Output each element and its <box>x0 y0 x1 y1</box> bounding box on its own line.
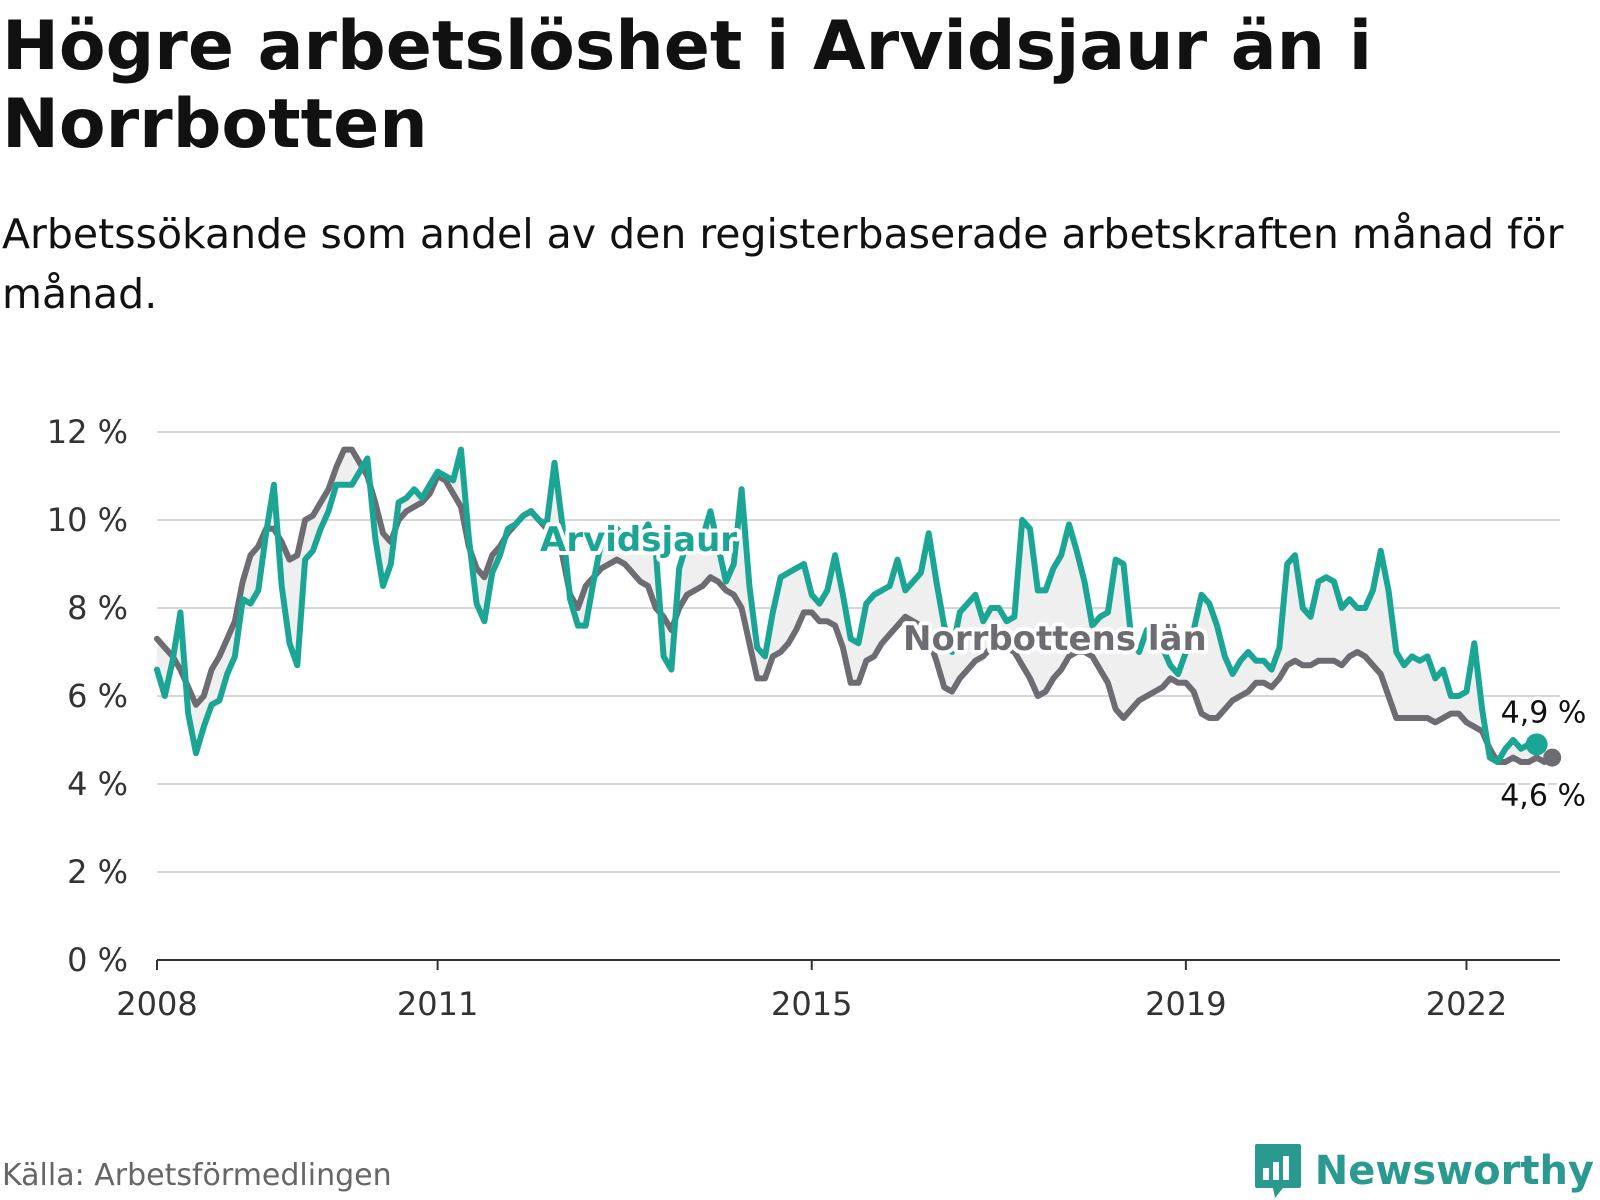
bar-chart-speech-bubble-icon <box>1254 1144 1301 1198</box>
arvidsjaur-line <box>154 446 1540 765</box>
y-tick-label: 4 % <box>67 765 128 803</box>
arvidsjaur-series-label: Arvidsjaur <box>540 520 737 560</box>
x-tick-label: 2019 <box>1145 985 1226 1023</box>
norrbotten-end-value-label: 4,6 % <box>1500 779 1586 814</box>
y-axis-tick-labels: 0 % 2 % 4 % 6 % 8 % 10 % 12 % <box>47 413 128 979</box>
y-tick-label: 8 % <box>67 589 128 627</box>
norrbotten-end-dot <box>1543 748 1562 767</box>
arvidsjaur-end-dot <box>1525 733 1548 756</box>
source-note: Källa: Arbetsförmedlingen <box>2 1158 392 1193</box>
y-tick-label: 10 % <box>47 501 128 539</box>
norrbotten-series-label: Norrbottens län <box>903 619 1207 659</box>
line-chart: 0 % 2 % 4 % 6 % 8 % 10 % 12 % 2008 2011 2015 2019… <box>47 413 1590 1023</box>
y-tick-label: 0 % <box>67 941 128 979</box>
chart-subtitle: Arbetssökande som andel av den registerb… <box>2 210 1564 318</box>
x-tick-label: 2011 <box>397 985 478 1023</box>
y-tick-label: 2 % <box>67 853 128 891</box>
brand-logo-group: Newsworthy <box>1253 1142 1594 1200</box>
brand-name: Newsworthy <box>1314 1148 1594 1194</box>
y-tick-label: 6 % <box>67 677 128 715</box>
x-axis: 2008 2011 2015 2019 2022 <box>116 960 1507 1023</box>
grid-lines <box>157 431 1560 873</box>
chart-title: Högre arbetslöshet i Arvidsjaur än i Nor… <box>2 7 1373 164</box>
x-tick-label: 2015 <box>771 985 852 1023</box>
x-tick-label: 2022 <box>1426 985 1507 1023</box>
gap-area <box>157 449 1553 762</box>
norrbotten-line <box>154 446 1556 765</box>
arvidsjaur-end-value-label: 4,9 % <box>1501 695 1587 730</box>
y-tick-label: 12 % <box>47 413 128 451</box>
x-tick-label: 2008 <box>116 985 197 1023</box>
